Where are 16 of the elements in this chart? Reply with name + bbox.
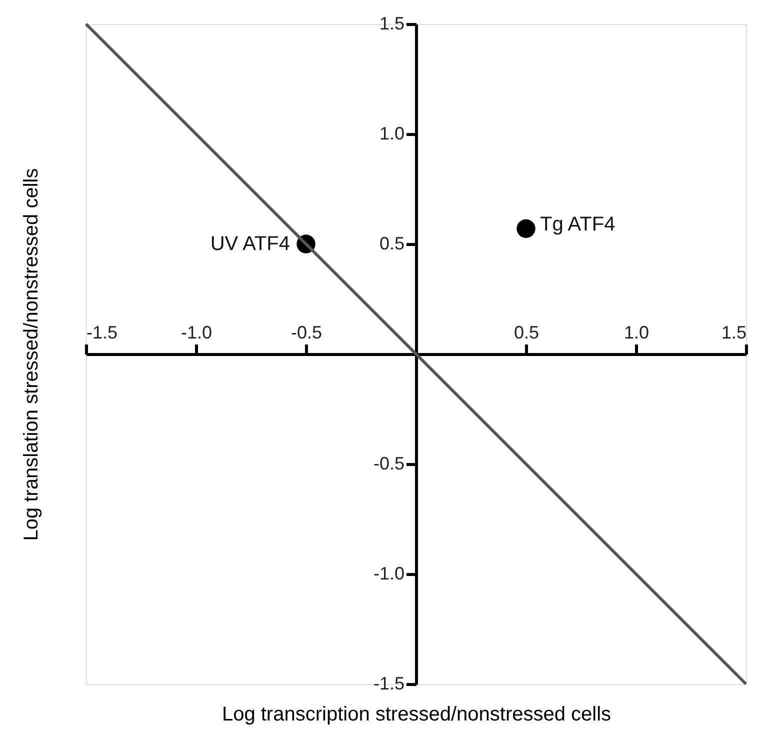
annotation: Tg ATF4: [540, 214, 616, 236]
x-tick-label: 1.0: [624, 322, 650, 342]
y-tick-label: 0.5: [379, 234, 404, 254]
y-tick-label: -1.0: [373, 564, 404, 584]
x-tick-label: 0.5: [514, 322, 540, 342]
x-tick-label: -0.5: [290, 322, 322, 342]
x-axis-title: Log transcription stressed/nonstressed cells: [222, 704, 612, 726]
y-tick-label: -1.5: [373, 674, 404, 694]
x-tick-label: -1.5: [86, 322, 118, 342]
x-tick-label: -1.0: [180, 322, 212, 342]
y-tick-label: 1.5: [379, 14, 404, 34]
y-tick-label: -0.5: [373, 454, 404, 474]
y-tick-label: 1.0: [379, 124, 404, 144]
y-axis-title: Log translation stressed/nonstressed cells: [20, 168, 42, 541]
x-tick-label: 1.5: [721, 322, 746, 342]
annotation: UV ATF4: [210, 233, 290, 255]
